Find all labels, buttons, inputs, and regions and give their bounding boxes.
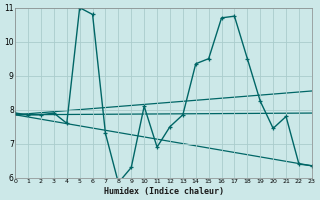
X-axis label: Humidex (Indice chaleur): Humidex (Indice chaleur) xyxy=(103,187,223,196)
